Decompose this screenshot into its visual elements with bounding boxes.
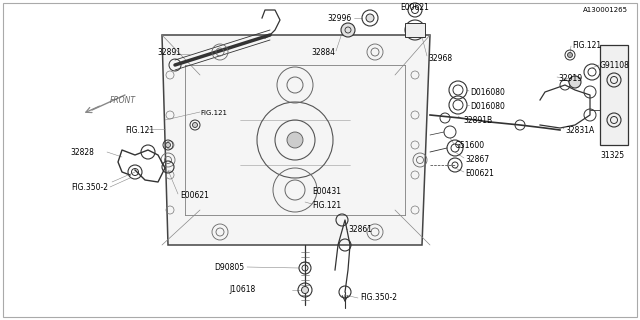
Text: J10618: J10618 <box>230 285 256 294</box>
Circle shape <box>193 123 198 127</box>
Text: E00621: E00621 <box>180 190 209 199</box>
Text: E00621: E00621 <box>401 3 429 12</box>
Text: D016080: D016080 <box>470 101 505 110</box>
Text: 32996: 32996 <box>328 13 352 22</box>
Text: 32861: 32861 <box>348 226 372 235</box>
Bar <box>600 45 628 145</box>
Text: FIG.121: FIG.121 <box>200 110 227 116</box>
Circle shape <box>569 76 581 88</box>
Text: FIG.121: FIG.121 <box>312 201 341 210</box>
Text: G51600: G51600 <box>455 140 485 149</box>
Text: 32891: 32891 <box>157 47 181 57</box>
Bar <box>405 23 425 37</box>
Text: 32828: 32828 <box>70 148 94 156</box>
Text: 32919: 32919 <box>558 74 582 83</box>
Text: G91108: G91108 <box>600 60 630 69</box>
Text: FIG.350-2: FIG.350-2 <box>360 293 397 302</box>
Circle shape <box>166 142 170 148</box>
Text: FIG.121: FIG.121 <box>125 125 154 134</box>
Text: E00621: E00621 <box>465 169 494 178</box>
Polygon shape <box>162 35 430 245</box>
Circle shape <box>568 52 573 58</box>
Circle shape <box>341 23 355 37</box>
Text: D016080: D016080 <box>470 87 505 97</box>
Circle shape <box>301 286 308 293</box>
Text: E00431: E00431 <box>312 188 341 196</box>
Text: 32867: 32867 <box>465 155 489 164</box>
Text: A130001265: A130001265 <box>583 7 628 13</box>
Circle shape <box>366 14 374 22</box>
Text: 32884: 32884 <box>311 47 335 57</box>
Text: 32891B: 32891B <box>463 116 492 124</box>
Text: D90805: D90805 <box>214 262 244 271</box>
Text: 32968: 32968 <box>428 53 452 62</box>
Text: 32831A: 32831A <box>565 125 595 134</box>
Text: FIG.121: FIG.121 <box>572 41 601 50</box>
Text: FRONT: FRONT <box>110 95 136 105</box>
Circle shape <box>287 132 303 148</box>
Text: 31325: 31325 <box>600 150 624 159</box>
Text: FIG.350-2: FIG.350-2 <box>71 182 108 191</box>
